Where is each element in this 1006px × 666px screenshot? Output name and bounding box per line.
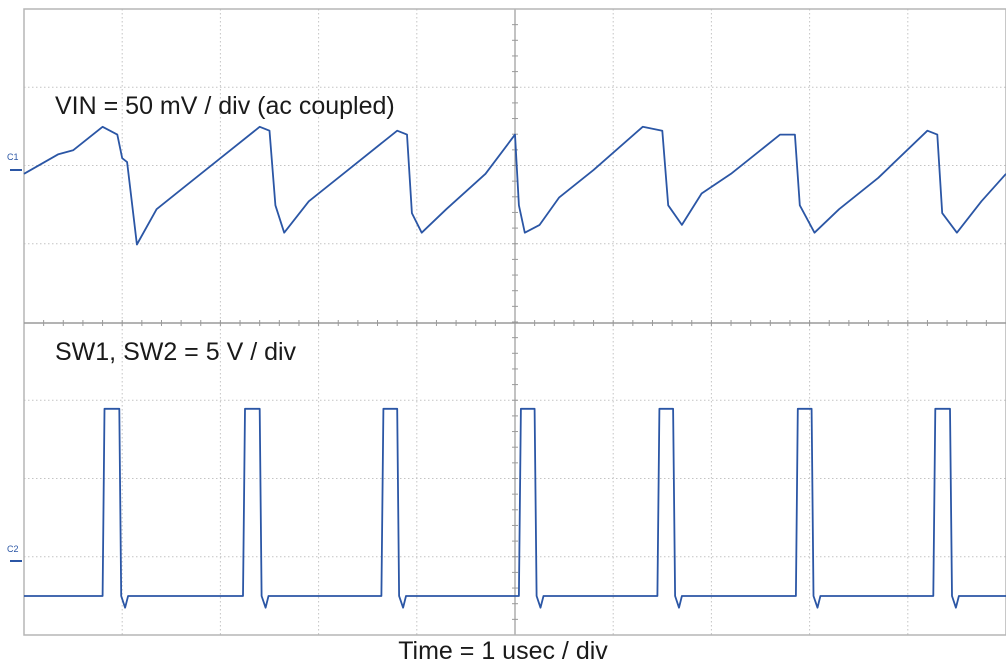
ch1-marker-label: C1 (7, 152, 19, 162)
vin-trace (23, 125, 1006, 246)
traces (23, 125, 1006, 609)
ch2-annotation: SW1, SW2 = 5 V / div (55, 338, 297, 366)
ch2-marker-label: C2 (7, 544, 19, 554)
x-axis-label: Time = 1 usec / div (398, 637, 608, 665)
ch1-annotation: VIN = 50 mV / div (ac coupled) (55, 92, 395, 120)
grid (23, 8, 1006, 636)
sw-trace (24, 407, 1006, 609)
plot-frame (23, 8, 1006, 636)
